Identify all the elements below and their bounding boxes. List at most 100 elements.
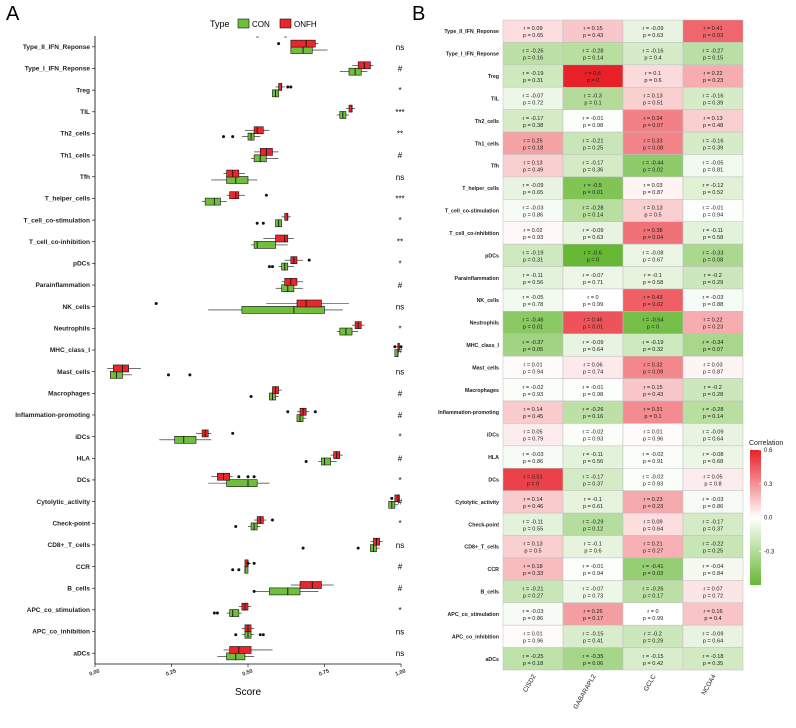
heatmap-cell-p: p = 0.64	[643, 526, 663, 532]
heatmap-cell-p: p = 0.31	[523, 257, 543, 263]
heatmap-cell-p: p = 0.35	[703, 661, 723, 667]
category-label: Type_I_IFN_Reponse	[25, 66, 91, 73]
heatmap-cell-r: r = 0.15	[583, 26, 602, 32]
heatmap-cell	[682, 647, 744, 671]
heatmap-row-label: APC_co_inhibition	[452, 634, 499, 640]
heatmap-cell-p: p = 0.64	[583, 347, 603, 353]
heatmap-cell-p: p = 0.64	[703, 437, 723, 443]
heatmap-cell-p: p = 0.14	[583, 56, 603, 62]
heatmap-cell-r: r = -0.09	[703, 631, 724, 637]
significance-label: ns	[396, 303, 404, 312]
con-box	[229, 609, 240, 617]
x-tick-label: 0.75	[318, 668, 330, 677]
heatmap-cell-p: p = 0.65	[523, 190, 543, 196]
outlier-point	[237, 568, 241, 572]
heatmap-cell-p: p = 0.86	[523, 459, 543, 465]
heatmap-row-label: pDCs	[485, 253, 499, 259]
onfh-box	[229, 191, 240, 200]
heatmap-cell-r: r = -0.35	[583, 654, 604, 660]
heatmap-cell-p: p = 0.99	[583, 302, 603, 308]
panel-b-letter: B	[412, 3, 425, 25]
heatmap-cell-r: r = 0.21	[643, 542, 662, 548]
heatmap-cell-p: p = 0.38	[523, 123, 543, 129]
heatmap-cell-r: r = -0.1	[584, 497, 602, 503]
onfh-box	[278, 83, 282, 91]
con-box	[204, 197, 221, 206]
con-box	[244, 565, 249, 574]
heatmap-cell-r: r = -0.27	[703, 49, 724, 55]
heatmap-cell-p: p = 0.03	[703, 33, 723, 39]
heatmap-cell-r: r = -0.21	[583, 138, 604, 144]
con-box	[241, 306, 325, 314]
heatmap-cell-p: p = 0.98	[583, 392, 603, 398]
heatmap-cell-p: p = 0.07	[643, 123, 663, 129]
outlier-point	[154, 301, 158, 305]
heatmap-cell-p: p = 0.1	[644, 414, 661, 420]
heatmap-cell-p: p = 0.84	[703, 571, 723, 577]
heatmap-cell-r: r = 0	[587, 295, 598, 301]
heatmap-cell-r: r = 0.13	[703, 116, 722, 122]
significance-label: *	[398, 86, 401, 95]
significance-label: *	[398, 216, 401, 225]
heatmap-cell-p: p = 0	[647, 325, 660, 331]
heatmap-cell-r: r = 0.14	[523, 497, 542, 503]
outlier-point	[252, 589, 256, 593]
outlier-point	[264, 193, 268, 197]
onfh-box	[229, 646, 252, 654]
heatmap-cell-r: r = 0.33	[643, 138, 662, 144]
heatmap-cell-r: r = -0.2	[644, 631, 662, 637]
heatmap-cell-p: p = 0.86	[703, 504, 723, 510]
heatmap-cell-p: p = 0.23	[703, 325, 723, 331]
heatmap-cell-r: r = -0.22	[703, 542, 724, 548]
heatmap-cell-p: p = 0.36	[583, 168, 603, 174]
heatmap-cell-p: p = 0.37	[583, 481, 603, 487]
outlier-point	[261, 633, 265, 637]
heatmap-row-label: Treg	[488, 74, 499, 80]
heatmap-cell-r: r = 0.41	[703, 26, 722, 32]
heatmap-cell-p: p = 0.93	[583, 437, 603, 443]
heatmap-cell-r: r = -0.01	[583, 564, 604, 570]
heatmap-cell-p: p = 0.4	[704, 616, 721, 622]
heatmap-cell-p: p = 0.74	[583, 369, 603, 375]
heatmap-cell-r: r = -0.17	[583, 474, 604, 480]
heatmap-cell-p: p = 0.45	[523, 414, 543, 420]
heatmap-cell-p: p = 0.08	[643, 145, 663, 151]
heatmap-cell-r: r = -0.09	[583, 340, 604, 346]
heatmap-row-label: APC_co_stimulation	[447, 612, 499, 618]
heatmap-cell-r: r = -0.03	[523, 452, 544, 458]
outlier-point	[390, 496, 394, 500]
heatmap-cell-r: r = -0.03	[523, 609, 544, 615]
heatmap-cell-p: p = 0.27	[643, 549, 663, 555]
heatmap-cell-p: p = 0.58	[703, 235, 723, 241]
significance-label: ns	[396, 43, 404, 52]
heatmap-cell-p: p = 0.49	[523, 168, 543, 174]
heatmap-cell-p: p = 0.17	[583, 616, 603, 622]
outlier-point	[234, 633, 238, 637]
outlier-point	[237, 475, 241, 479]
category-label: iDCs	[75, 434, 90, 441]
heatmap-cell-p: p = 0.5	[644, 213, 661, 219]
heatmap-cell-p: p = 0.27	[523, 594, 543, 600]
category-label: CCR	[76, 564, 90, 571]
heatmap-cell-p: p = 0.91	[643, 459, 663, 465]
legend-swatch-con	[237, 18, 250, 29]
heatmap-cell-p: p = 0.61	[583, 504, 603, 510]
onfh-box	[394, 494, 400, 503]
con-box	[226, 176, 249, 184]
heatmap-cell-p: p = 0.93	[643, 481, 663, 487]
heatmap-cell-r: r = -0.41	[643, 564, 664, 570]
heatmap-row-label: MHC_class_I	[466, 343, 499, 349]
heatmap-cell-p: p = 0.01	[583, 325, 603, 331]
heatmap-cell-r: r = 0.13	[523, 542, 542, 548]
heatmap-cell-r: r = -0.09	[703, 430, 724, 436]
heatmap-cell-p: p = 0.28	[703, 392, 723, 398]
colorbar-title: Correlation	[749, 440, 783, 447]
heatmap-cell-p: p = 0.8	[704, 481, 721, 487]
significance-label: #	[398, 498, 403, 507]
heatmap-cell-r: r = -0.6	[584, 250, 602, 256]
heatmap-cell-r: r = -0.01	[583, 116, 604, 122]
con-box	[253, 241, 276, 249]
heatmap-cell-p: p = 0.6	[644, 78, 661, 84]
